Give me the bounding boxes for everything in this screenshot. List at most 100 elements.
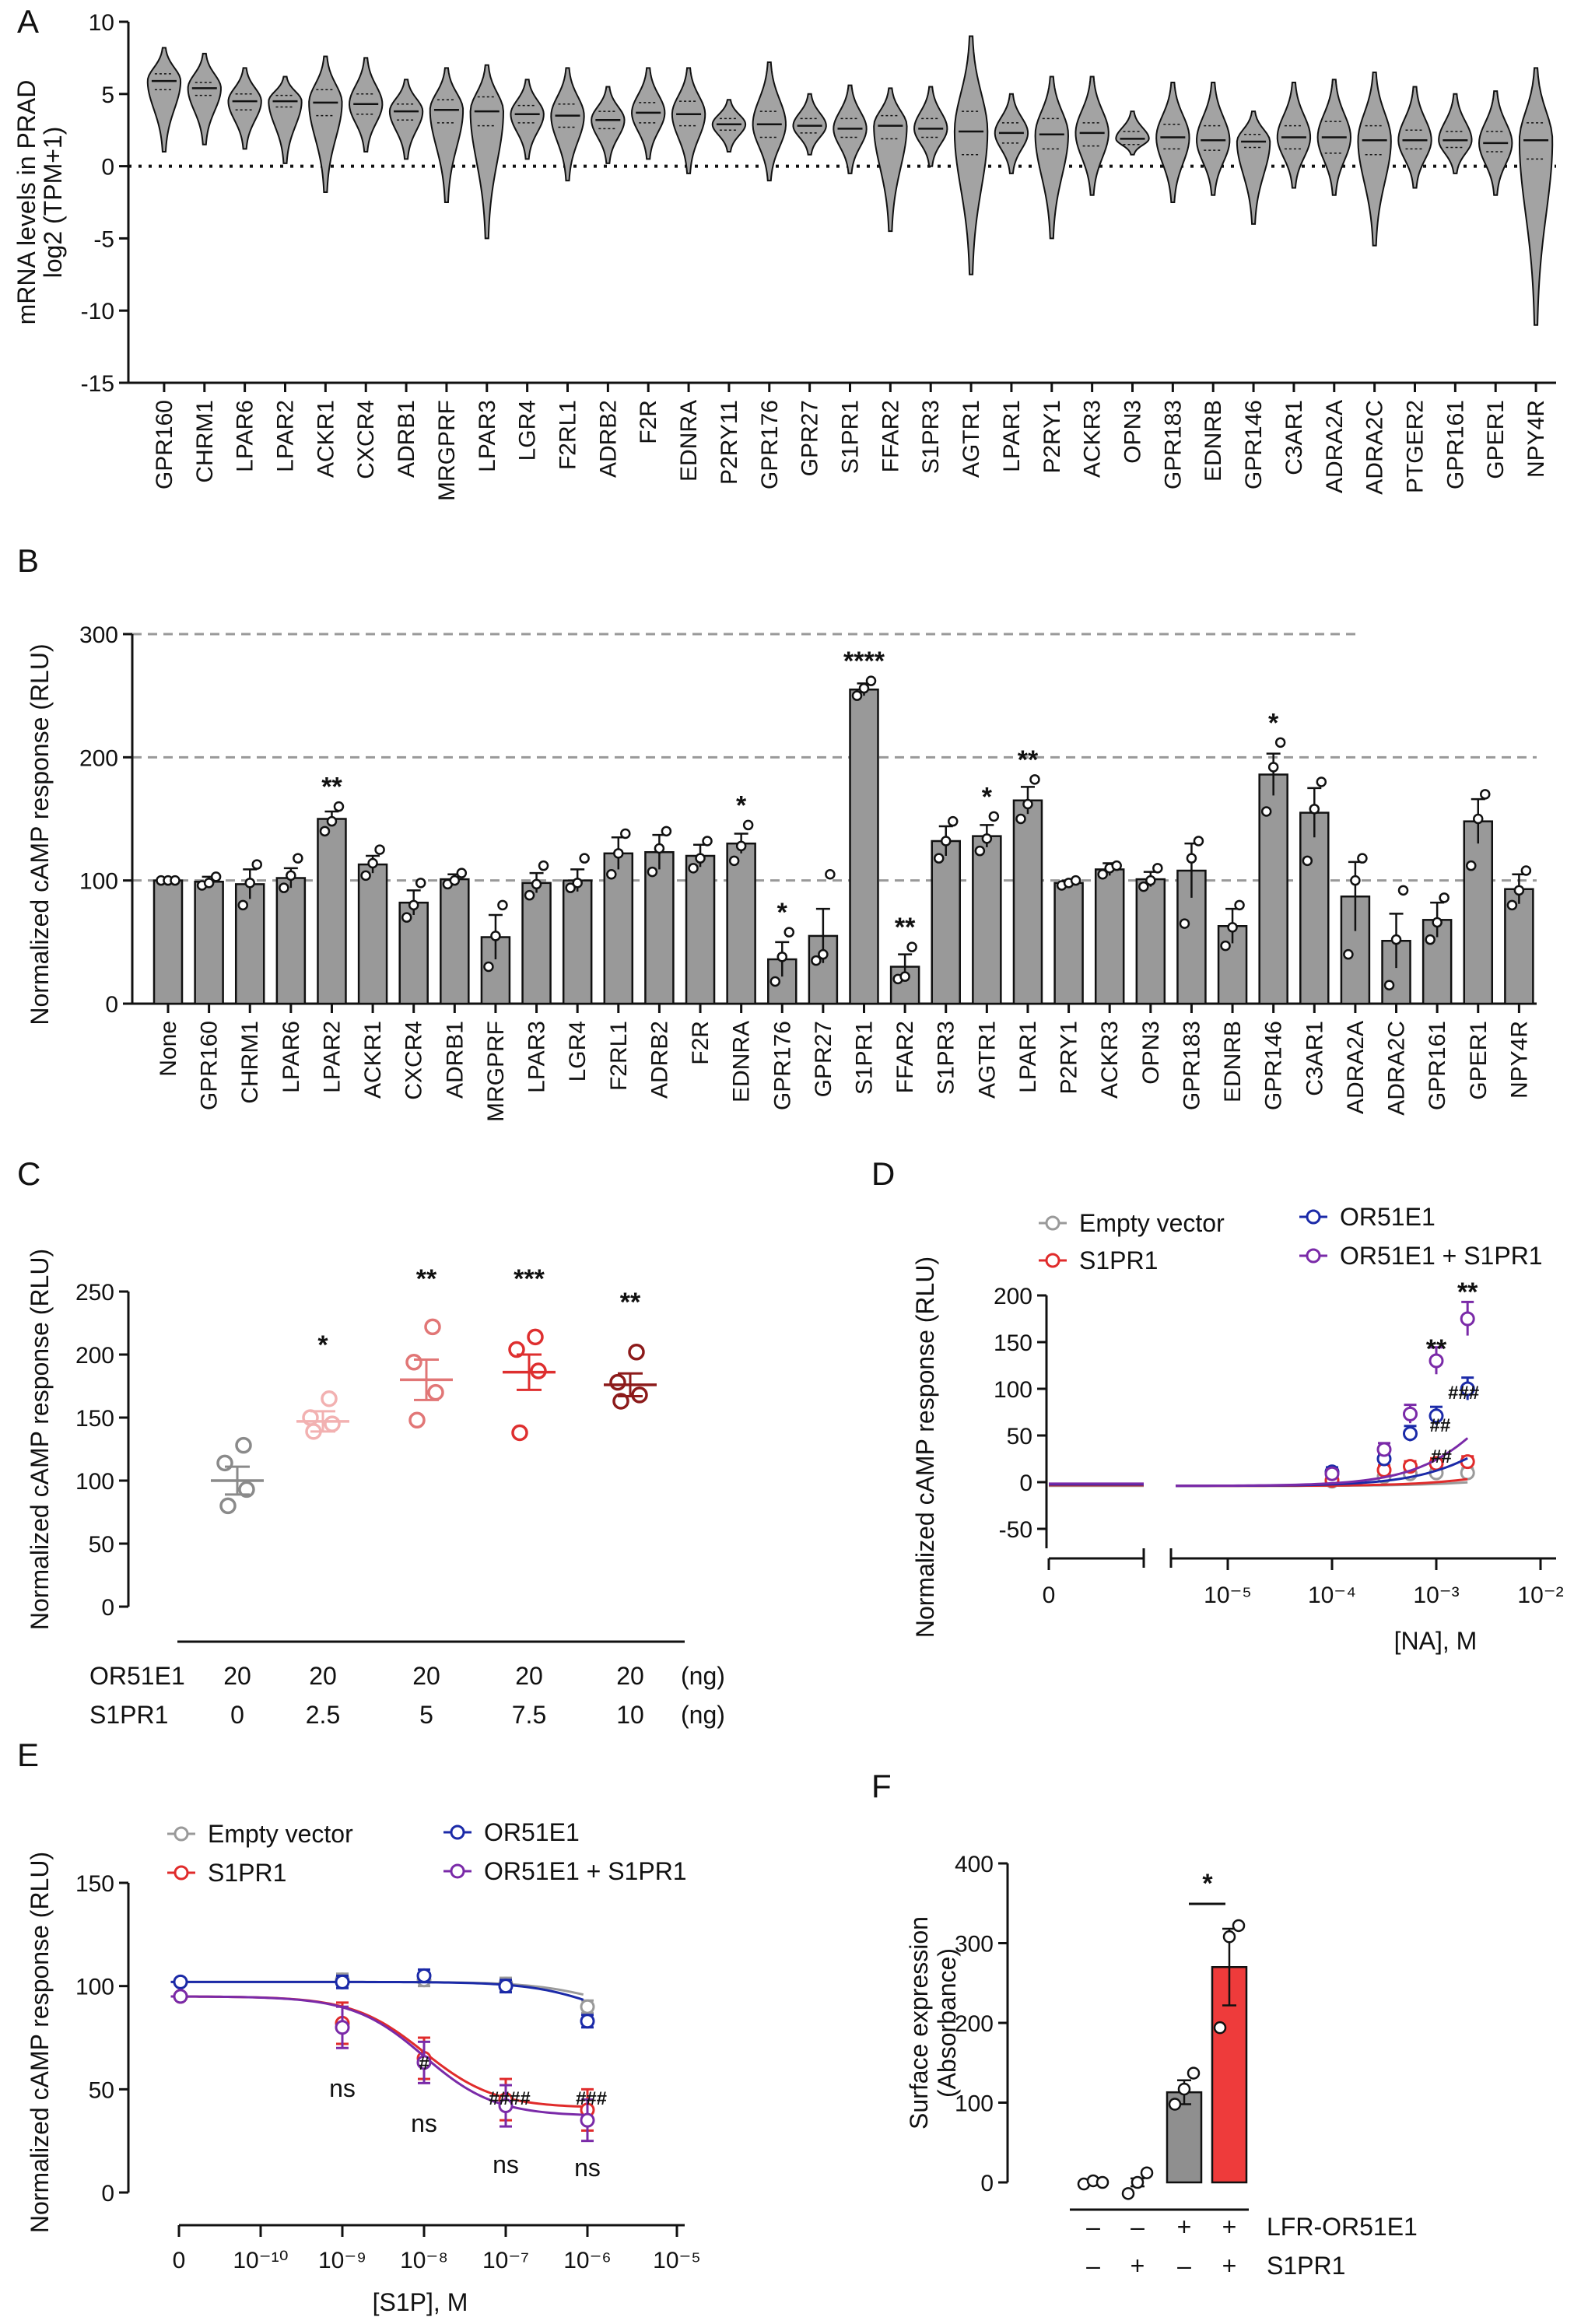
- violin-NPY4R: [1518, 67, 1554, 326]
- y-tick-label-a: -10: [81, 299, 114, 324]
- data-point-F2R: [695, 853, 706, 864]
- panel-label-a: A: [17, 3, 39, 40]
- x-tick-label-C3AR1: C3AR1: [1302, 1021, 1327, 1096]
- x-tick-label-LPAR1: LPAR1: [1015, 1021, 1041, 1093]
- y-tick-label-c: 200: [75, 1343, 114, 1369]
- data-point-LPAR3: [538, 860, 549, 871]
- data-point-GPR27: [811, 955, 822, 966]
- x-tick-label-LPAR2: LPAR2: [273, 400, 299, 472]
- significance-EDNRA: *: [736, 790, 747, 820]
- y-tick-label-d: 200: [994, 1284, 1032, 1309]
- data-point-LPAR3: [524, 889, 535, 901]
- y-tick-label-e: 150: [75, 1871, 114, 1897]
- x-tick-label-LPAR3: LPAR3: [475, 400, 500, 472]
- violin-GPR183: [1155, 81, 1190, 203]
- data-point-f: [1095, 2175, 1110, 2189]
- panel-label-c: C: [17, 1155, 40, 1192]
- data-point-EDNRA: [742, 819, 754, 831]
- x-tick-label-LPAR6: LPAR6: [279, 1021, 304, 1093]
- x-tick-label-GPER1: GPER1: [1466, 1021, 1492, 1100]
- data-point-c: [324, 1415, 341, 1432]
- row-value-f: +: [1222, 2252, 1237, 2280]
- row-value: 20: [223, 1662, 251, 1690]
- row-value: 20: [616, 1662, 644, 1690]
- violin-EDNRB: [1196, 81, 1231, 196]
- violin-LPAR2: [268, 75, 303, 164]
- x-tick-label-AGTR1: AGTR1: [959, 400, 984, 478]
- x-tick-label-e: 10⁻⁶: [563, 2248, 612, 2273]
- y-tick-label-e: 50: [89, 2077, 114, 2103]
- hash-annotation-d: ###: [1448, 1383, 1479, 1404]
- data-point-LPAR1: [1015, 813, 1026, 825]
- x-tick-label-EDNRB: EDNRB: [1220, 1021, 1246, 1102]
- fit-curve: [1175, 1437, 1469, 1488]
- row-value-f: +: [1131, 2252, 1145, 2280]
- ns-annotation-e: ns: [411, 2109, 437, 2137]
- bar-S1PR3: [931, 840, 961, 1005]
- x-tick-label-GPR160: GPR160: [152, 400, 177, 489]
- data-point-c: [427, 1383, 444, 1401]
- data-point-c: [302, 1409, 319, 1426]
- bar-EDNRA: [726, 842, 756, 1005]
- violin-AGTR1: [953, 35, 989, 275]
- panel-label-b: B: [17, 542, 39, 579]
- data-point-AGTR1: [988, 811, 1000, 822]
- data-point-S1PR1: [858, 682, 870, 694]
- x-tick-label-LPAR6: LPAR6: [233, 400, 258, 472]
- x-tick-label-EDNRA: EDNRA: [729, 1021, 755, 1102]
- x-tick-label-e: 10⁻⁸: [400, 2248, 448, 2273]
- x-tick-label-MRGPRF: MRGPRF: [483, 1021, 509, 1122]
- legend-marker: [1306, 1209, 1321, 1225]
- data-point-e: [498, 1979, 514, 1994]
- bar-ACKR1: [357, 863, 388, 1005]
- data-point-GPR161: [1439, 892, 1450, 903]
- x-tick-label-GPR27: GPR27: [811, 1021, 836, 1097]
- significance-LPAR1: **: [1018, 745, 1039, 775]
- data-point-f: [1213, 2021, 1227, 2035]
- y-tick-label-d: 50: [1007, 1424, 1032, 1449]
- fit-curve: [170, 1995, 584, 2116]
- data-point-EDNRB: [1220, 940, 1231, 952]
- data-point-ACKR1: [374, 844, 385, 855]
- data-point-LPAR1: [1022, 798, 1033, 810]
- row-value-f: –: [1086, 2252, 1100, 2280]
- x-tick-label-CXCR4: CXCR4: [353, 400, 379, 479]
- x-tick-label-GPR183: GPR183: [1179, 1021, 1204, 1110]
- data-point-FFAR2: [906, 941, 917, 952]
- legend-marker: [1045, 1215, 1060, 1231]
- hash-annotation-e: ####: [489, 2088, 530, 2109]
- significance-AGTR1: *: [982, 782, 993, 811]
- data-point-LPAR6: [293, 853, 303, 864]
- data-point-c: [238, 1481, 255, 1499]
- data-point-ADRA2C: [1390, 934, 1402, 945]
- bar-ACKR3: [1094, 868, 1125, 1005]
- legend-label: OR51E1: [1340, 1203, 1436, 1231]
- y-tick-label-b: 300: [79, 622, 118, 648]
- x-tick-label-None: None: [156, 1021, 181, 1077]
- data-point-LPAR2: [333, 801, 345, 812]
- row-label-f: LFR-OR51E1: [1267, 2213, 1418, 2241]
- row-value-f: –: [1177, 2252, 1191, 2280]
- data-point-F2R: [702, 836, 713, 847]
- violin-F2RL1: [550, 67, 585, 182]
- x-tick-label-e: 0: [173, 2248, 186, 2273]
- data-point-ADRA2A: [1350, 875, 1361, 886]
- significance-c: *: [317, 1330, 328, 1360]
- violin-C3AR1: [1276, 81, 1312, 189]
- data-point-EDNRA: [728, 855, 740, 867]
- violin-FFAR2: [873, 87, 908, 233]
- violin-ADRB1: [388, 79, 424, 160]
- bar-AGTR1: [972, 835, 1002, 1005]
- x-tick-label-GPR146: GPR146: [1261, 1021, 1287, 1110]
- x-tick-label-d: 10⁻²: [1517, 1583, 1563, 1608]
- data-point-F2R: [688, 863, 699, 874]
- row-value-f: +: [1222, 2213, 1237, 2241]
- data-point-ADRA2C: [1397, 885, 1409, 896]
- x-tick-label-F2RL1: F2RL1: [606, 1021, 632, 1091]
- y-tick-label-c: 50: [89, 1532, 114, 1558]
- violin-EDNRA: [671, 67, 706, 174]
- data-point-OPN3: [1138, 881, 1149, 892]
- data-point-NPY4R: [1520, 865, 1532, 876]
- data-point-e: [416, 1968, 432, 1983]
